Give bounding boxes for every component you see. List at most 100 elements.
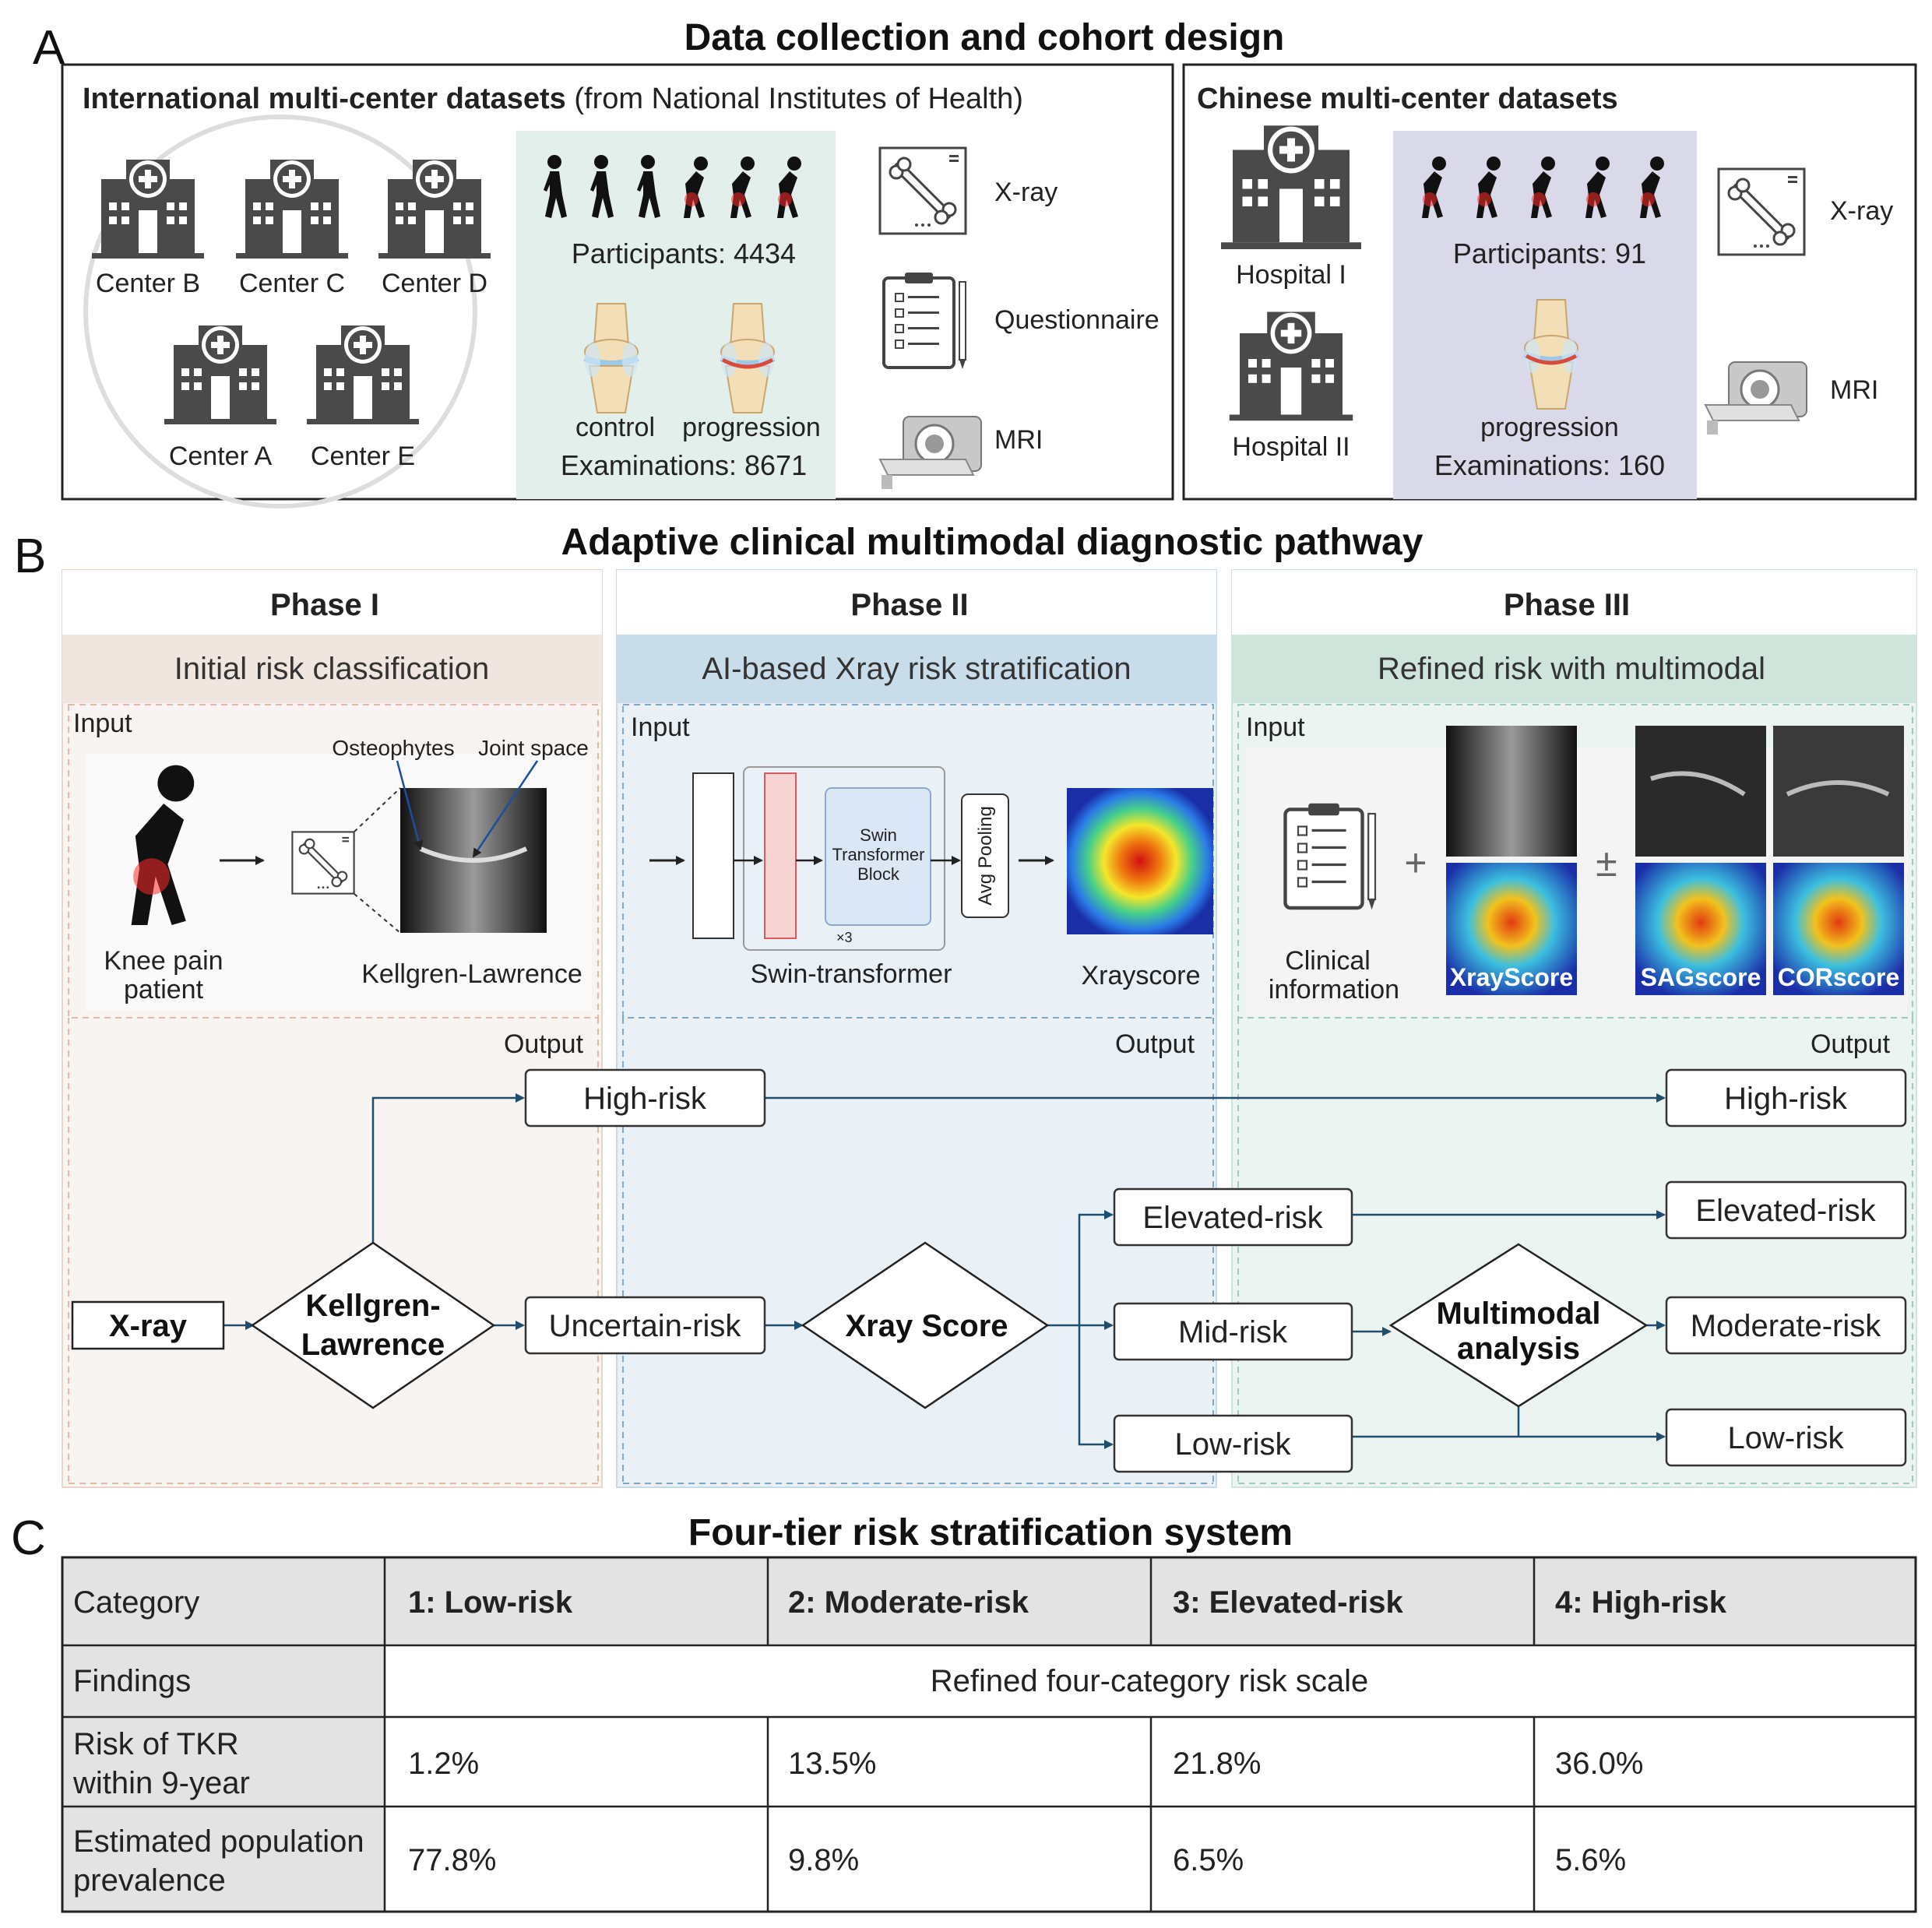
osteophytes-label: Osteophytes bbox=[332, 736, 454, 760]
mri-scanner-icon bbox=[878, 415, 983, 491]
clinical-label: information bbox=[1269, 975, 1399, 1004]
risk-table bbox=[61, 1556, 1917, 1913]
intl-examinations: Examinations: 8671 bbox=[561, 449, 807, 481]
risk-value: 21.8% bbox=[1173, 1747, 1261, 1781]
panel-a-label: A bbox=[33, 21, 65, 75]
input-label: Input bbox=[631, 712, 690, 742]
xrayscore-label: Xrayscore bbox=[1081, 961, 1200, 990]
modality-label: X-ray bbox=[994, 178, 1057, 207]
prevalence-value: 6.5% bbox=[1173, 1843, 1244, 1877]
xray-icon bbox=[880, 148, 966, 234]
osteoarthritis-knee-icon bbox=[1525, 300, 1578, 409]
patient-label: Knee pain bbox=[104, 946, 223, 976]
clinical-information-icon bbox=[1286, 804, 1376, 909]
multimodal-decision-node bbox=[1388, 1243, 1649, 1408]
panel-b-label: B bbox=[14, 529, 46, 583]
prevalence-value: 9.8% bbox=[788, 1843, 859, 1877]
xray-node-label: X-ray bbox=[109, 1309, 188, 1343]
intl-participants: Participants: 4434 bbox=[572, 237, 796, 269]
hospital-icon bbox=[1229, 311, 1353, 421]
cor-score-tag: CORscore bbox=[1778, 963, 1900, 991]
xray-node bbox=[71, 1300, 225, 1350]
swin-block-label: Transformer bbox=[832, 845, 925, 864]
xray-image bbox=[1446, 726, 1577, 857]
phase-1-subtitle: Initial risk classification bbox=[174, 652, 490, 686]
flow-connectors bbox=[223, 1093, 1666, 1449]
header-cell: 1: Low-risk bbox=[408, 1585, 573, 1620]
output-label: Output bbox=[1811, 1029, 1891, 1059]
xray-score-decision-node bbox=[801, 1241, 1050, 1409]
avg-pooling-label: Avg Pooling bbox=[975, 806, 996, 906]
out-high-risk-label: High-risk bbox=[1724, 1082, 1848, 1116]
mid-risk-node bbox=[1113, 1302, 1353, 1361]
out-moderate-risk-node bbox=[1665, 1296, 1907, 1355]
xray-score-tag: XrayScore bbox=[1450, 963, 1573, 991]
hospital-icon bbox=[1221, 125, 1361, 249]
joint-space-arrow bbox=[472, 760, 539, 858]
xray-icon bbox=[292, 832, 354, 893]
phase-1-input-region bbox=[68, 704, 599, 1019]
output-label: Output bbox=[1115, 1029, 1195, 1059]
phase-1-header bbox=[62, 570, 602, 635]
out-high-risk-node bbox=[1665, 1068, 1907, 1128]
prevalence-label: Estimated population bbox=[73, 1824, 364, 1859]
plus-minus-sign: ± bbox=[1596, 841, 1617, 885]
prevalence-value: 77.8% bbox=[408, 1843, 496, 1877]
input-layer-block bbox=[692, 772, 734, 939]
header-cell: 2: Moderate-risk bbox=[788, 1585, 1029, 1620]
xray-heatmap-image bbox=[1446, 863, 1577, 995]
swin-block bbox=[825, 787, 931, 926]
mri-detail bbox=[1650, 771, 1746, 797]
sagittal-mri-image bbox=[1635, 726, 1766, 857]
sag-heatmap-image bbox=[1635, 863, 1766, 995]
phase-3-header bbox=[1232, 570, 1916, 635]
patch-embedding-block bbox=[764, 772, 797, 939]
low-risk-label: Low-risk bbox=[1175, 1427, 1292, 1462]
input-label: Input bbox=[1246, 712, 1305, 742]
risk-label: within 9-year bbox=[72, 1766, 250, 1800]
kl-decision-node bbox=[250, 1241, 496, 1409]
header-cell: Category bbox=[73, 1585, 199, 1620]
prevalence-value: 5.6% bbox=[1555, 1843, 1626, 1877]
patient-label: patient bbox=[124, 975, 204, 1004]
questionnaire-icon bbox=[882, 271, 967, 371]
avg-pooling-block bbox=[961, 793, 1009, 918]
osteophytes-arrow bbox=[396, 760, 424, 850]
repeat-label: ×3 bbox=[836, 930, 853, 945]
hospital-icon bbox=[164, 325, 276, 424]
out-elevated-risk-label: Elevated-risk bbox=[1695, 1194, 1876, 1228]
phase-3-subtitle: Refined risk with multimodal bbox=[1378, 652, 1765, 686]
watermark-seal bbox=[83, 114, 477, 508]
findings-value: Refined four-category risk scale bbox=[931, 1664, 1368, 1698]
elevated-risk-label: Elevated-risk bbox=[1142, 1201, 1323, 1235]
phase-2-subtitle: AI-based Xray risk stratification bbox=[702, 652, 1131, 686]
uncertain-risk-node bbox=[524, 1296, 766, 1355]
panel-a-title: Data collection and cohort design bbox=[684, 17, 1285, 58]
out-elevated-risk-node bbox=[1665, 1180, 1907, 1240]
sag-score-tag: SAGscore bbox=[1641, 963, 1761, 991]
kl-decision-label: Lawrence bbox=[301, 1328, 445, 1362]
hospital-label: Hospital II bbox=[1232, 432, 1350, 462]
intl-title: International multi-center datasets (fro… bbox=[83, 83, 1023, 115]
phase-3-name: Phase III bbox=[1504, 588, 1630, 622]
hospital-icon bbox=[236, 160, 348, 259]
control-label: control bbox=[575, 413, 655, 442]
center-label: Center A bbox=[169, 442, 273, 471]
progression-label: progression bbox=[682, 413, 821, 442]
cn-title: Chinese multi-center datasets bbox=[1197, 83, 1618, 115]
xray-score-label: Xray Score bbox=[845, 1309, 1008, 1343]
hospital-icon bbox=[307, 325, 419, 424]
out-low-risk-node bbox=[1665, 1408, 1907, 1467]
header-cell: 3: Elevated-risk bbox=[1173, 1585, 1403, 1620]
cn-examinations: Examinations: 160 bbox=[1434, 449, 1665, 481]
zoom-line bbox=[354, 893, 401, 934]
out-moderate-risk-label: Moderate-risk bbox=[1691, 1309, 1882, 1343]
high-risk-node bbox=[524, 1068, 766, 1128]
panel-c-label: C bbox=[11, 1511, 46, 1565]
output-label: Output bbox=[504, 1029, 584, 1059]
modality-label: MRI bbox=[994, 425, 1043, 455]
swin-block-label: Block bbox=[857, 864, 900, 884]
out-low-risk-label: Low-risk bbox=[1728, 1421, 1845, 1455]
swin-group bbox=[743, 766, 945, 951]
knee-xray-joint bbox=[419, 846, 528, 863]
